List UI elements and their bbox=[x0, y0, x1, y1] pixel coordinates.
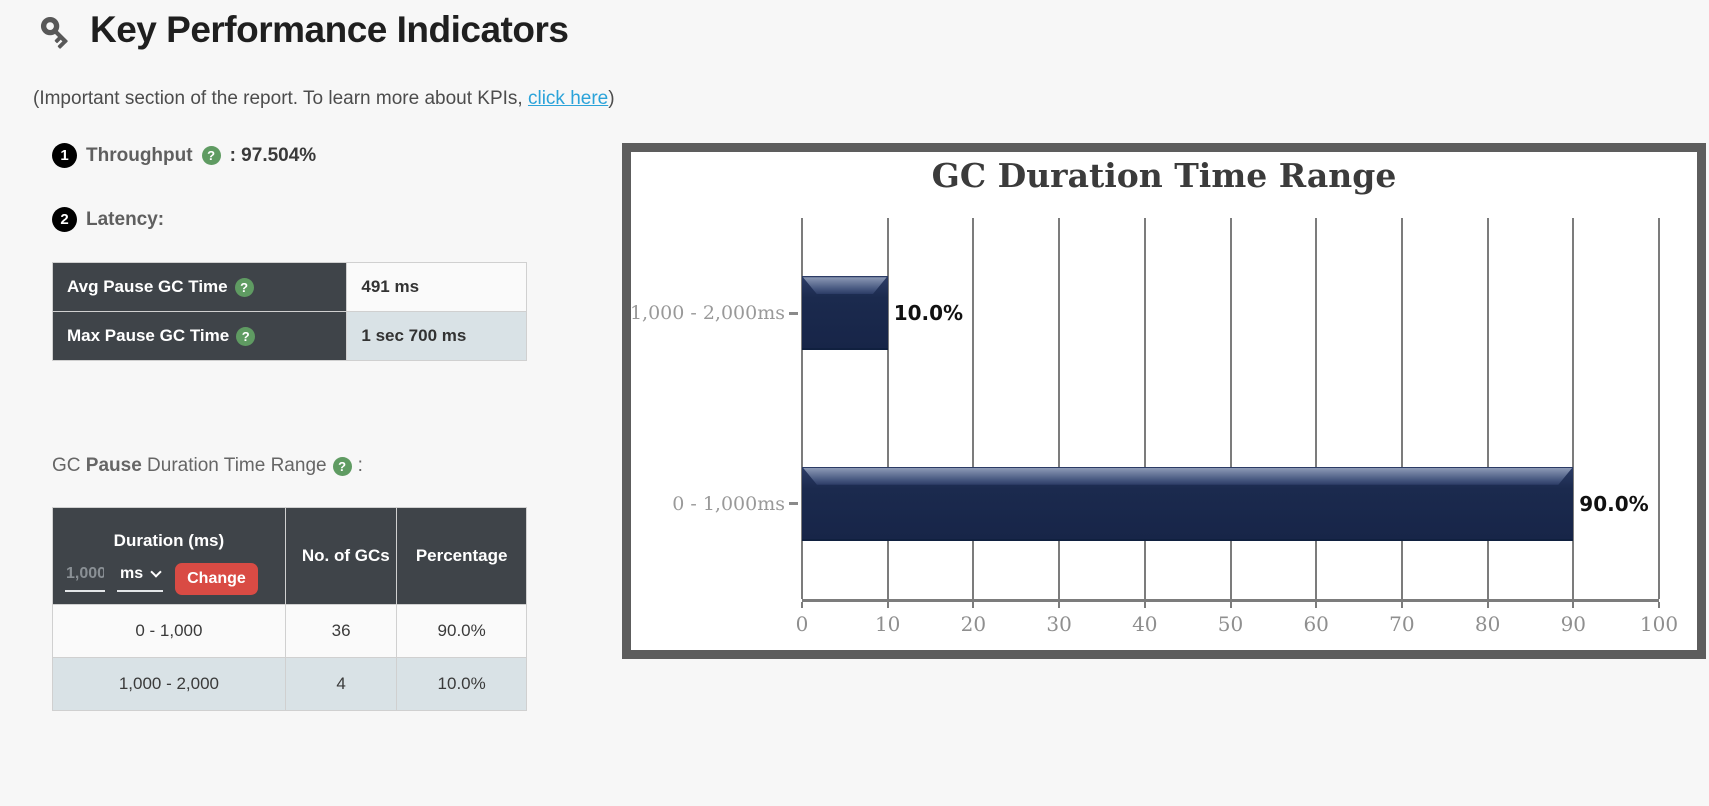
table-row: 0 - 1,000 36 90.0% bbox=[52, 604, 527, 658]
chart-axis-tick bbox=[1143, 602, 1146, 608]
percentage-cell: 90.0% bbox=[396, 604, 527, 658]
chart-tick-label: 50 bbox=[1217, 612, 1244, 636]
kpi-throughput: 1 Throughput ? : 97.504% bbox=[52, 143, 316, 168]
chart-tick-label: 70 bbox=[1389, 612, 1415, 636]
chart-axis-tick bbox=[1658, 602, 1660, 608]
chart-bar bbox=[802, 466, 1574, 541]
no-of-gcs-column-header: No. of GCs bbox=[284, 507, 398, 605]
table-header-row: Duration (ms) ms Change No. of GCs Perce… bbox=[52, 507, 527, 605]
table-row: 1,000 - 2,000 4 10.0% bbox=[52, 657, 527, 711]
chart-gridline bbox=[1486, 218, 1489, 599]
chart-plot-area: 0 10 20 30 40 50 60 70 80 90 100 10.0% 1,000 - 2,000… bbox=[630, 218, 1678, 636]
avg-pause-label: Avg Pause GC Time bbox=[67, 277, 228, 296]
chart-bar bbox=[802, 276, 888, 351]
avg-pause-value: 491 ms bbox=[346, 262, 527, 312]
chart-gridline bbox=[801, 218, 803, 599]
chart-axis-tick bbox=[1400, 602, 1403, 608]
gc-count-cell: 36 bbox=[284, 604, 398, 658]
duration-range-cell: 1,000 - 2,000 bbox=[52, 657, 286, 711]
avg-pause-gc-time-header: Avg Pause GC Time ? bbox=[51, 262, 348, 312]
kpi-latency: 2 Latency: bbox=[52, 207, 164, 232]
duration-range-cell: 0 - 1,000 bbox=[52, 604, 286, 658]
gc-count-cell: 4 bbox=[284, 657, 398, 711]
chart-axis-tick bbox=[972, 602, 975, 608]
chart-gridline bbox=[1572, 218, 1575, 599]
gc-duration-chart-panel: GC Duration Time Range 0 10 20 30 40 50 60 70 80… bbox=[622, 143, 1706, 659]
chart-axis-tick bbox=[1058, 602, 1061, 608]
page-title: Key Performance Indicators bbox=[90, 9, 569, 50]
chart-tick-label: 40 bbox=[1132, 612, 1158, 636]
duration-controls: ms Change bbox=[53, 551, 285, 595]
chart-tick-label: 100 bbox=[1639, 612, 1679, 636]
question-circle-icon[interactable]: ? bbox=[201, 146, 221, 165]
chart-tick-label: 20 bbox=[960, 612, 987, 636]
chart-tick-label: 80 bbox=[1474, 612, 1501, 636]
chart-gridline bbox=[1658, 218, 1660, 599]
question-circle-icon[interactable]: ? bbox=[236, 326, 256, 346]
change-button[interactable]: Change bbox=[175, 562, 258, 595]
percentage-cell: 10.0% bbox=[396, 657, 527, 711]
chart-category-tick bbox=[789, 311, 798, 315]
table-row: Avg Pause GC Time ? 491 ms bbox=[51, 262, 527, 312]
chart-value-label: 10.0% bbox=[893, 301, 964, 326]
section-label-colon: : bbox=[357, 455, 363, 476]
chart-gridline bbox=[886, 218, 889, 599]
chart-tick-label: 30 bbox=[1046, 612, 1072, 636]
duration-header-label: Duration (ms) bbox=[113, 530, 225, 550]
chart-category-label: 0 - 1,000ms bbox=[672, 492, 785, 515]
chart-gridline bbox=[1229, 218, 1232, 599]
chart-gridline bbox=[1058, 218, 1061, 599]
question-circle-icon[interactable]: ? bbox=[234, 277, 254, 297]
max-pause-label: Max Pause GC Time bbox=[67, 326, 230, 345]
chart-axis-tick bbox=[1229, 602, 1232, 608]
chart-axis-tick bbox=[1315, 602, 1318, 608]
max-pause-gc-time-header: Max Pause GC Time ? bbox=[51, 311, 348, 361]
chart-gridline bbox=[1143, 218, 1146, 599]
chart-category-label: 1,000 - 2,000ms bbox=[629, 302, 785, 325]
duration-column-header: Duration (ms) ms Change bbox=[52, 507, 286, 605]
chart-inner: GC Duration Time Range 0 10 20 30 40 50 60 70 80… bbox=[630, 152, 1697, 650]
chart-gridline bbox=[1400, 218, 1403, 599]
chart-axis-tick bbox=[1486, 602, 1489, 608]
section-label-text: GC Pause Duration Time Range bbox=[52, 455, 327, 476]
chart-gridline bbox=[972, 218, 975, 599]
chart-tick-label: 10 bbox=[874, 612, 901, 636]
throughput-label: Throughput bbox=[86, 144, 193, 166]
duration-threshold-input[interactable] bbox=[65, 565, 105, 592]
subtitle: (Important section of the report. To lea… bbox=[33, 88, 615, 110]
chart-value-label: 90.0% bbox=[1579, 491, 1649, 516]
latency-table: Avg Pause GC Time ? 491 ms Max Pause GC … bbox=[51, 262, 527, 361]
unit-selected-value: ms bbox=[120, 565, 144, 582]
duration-unit-select[interactable]: ms bbox=[117, 565, 164, 592]
subtitle-suffix: ) bbox=[608, 88, 615, 109]
chart-gridline bbox=[1315, 218, 1318, 599]
max-pause-value: 1 sec 700 ms bbox=[346, 311, 527, 361]
chart-tick-label: 0 bbox=[795, 612, 809, 636]
key-icon bbox=[32, 8, 76, 52]
chart-category-tick bbox=[789, 502, 798, 506]
latency-label: Latency: bbox=[86, 208, 165, 230]
chevron-down-icon bbox=[150, 565, 162, 578]
chart-tick-label: 60 bbox=[1303, 612, 1329, 636]
badge-2: 2 bbox=[52, 207, 77, 232]
chart-axis-tick bbox=[1572, 602, 1575, 608]
table-row: Max Pause GC Time ? 1 sec 700 ms bbox=[51, 311, 527, 361]
chart-tick-label: 90 bbox=[1560, 612, 1587, 636]
chart-axis-tick bbox=[801, 602, 803, 608]
chart-title: GC Duration Time Range bbox=[931, 156, 1397, 195]
gc-pause-duration-table: Duration (ms) ms Change No. of GCs Perce… bbox=[52, 507, 527, 711]
chart-axis-tick bbox=[886, 602, 889, 608]
throughput-value: : 97.504% bbox=[229, 144, 317, 166]
subtitle-prefix: (Important section of the report. To lea… bbox=[33, 88, 528, 109]
badge-1: 1 bbox=[52, 143, 77, 168]
gc-pause-duration-section-label: GC Pause Duration Time Range ? : bbox=[52, 455, 363, 477]
percentage-column-header: Percentage bbox=[396, 507, 527, 605]
question-circle-icon[interactable]: ? bbox=[332, 456, 352, 476]
kpi-learn-more-link[interactable]: click here bbox=[527, 88, 609, 109]
page-header: Key Performance Indicators bbox=[32, 8, 569, 52]
